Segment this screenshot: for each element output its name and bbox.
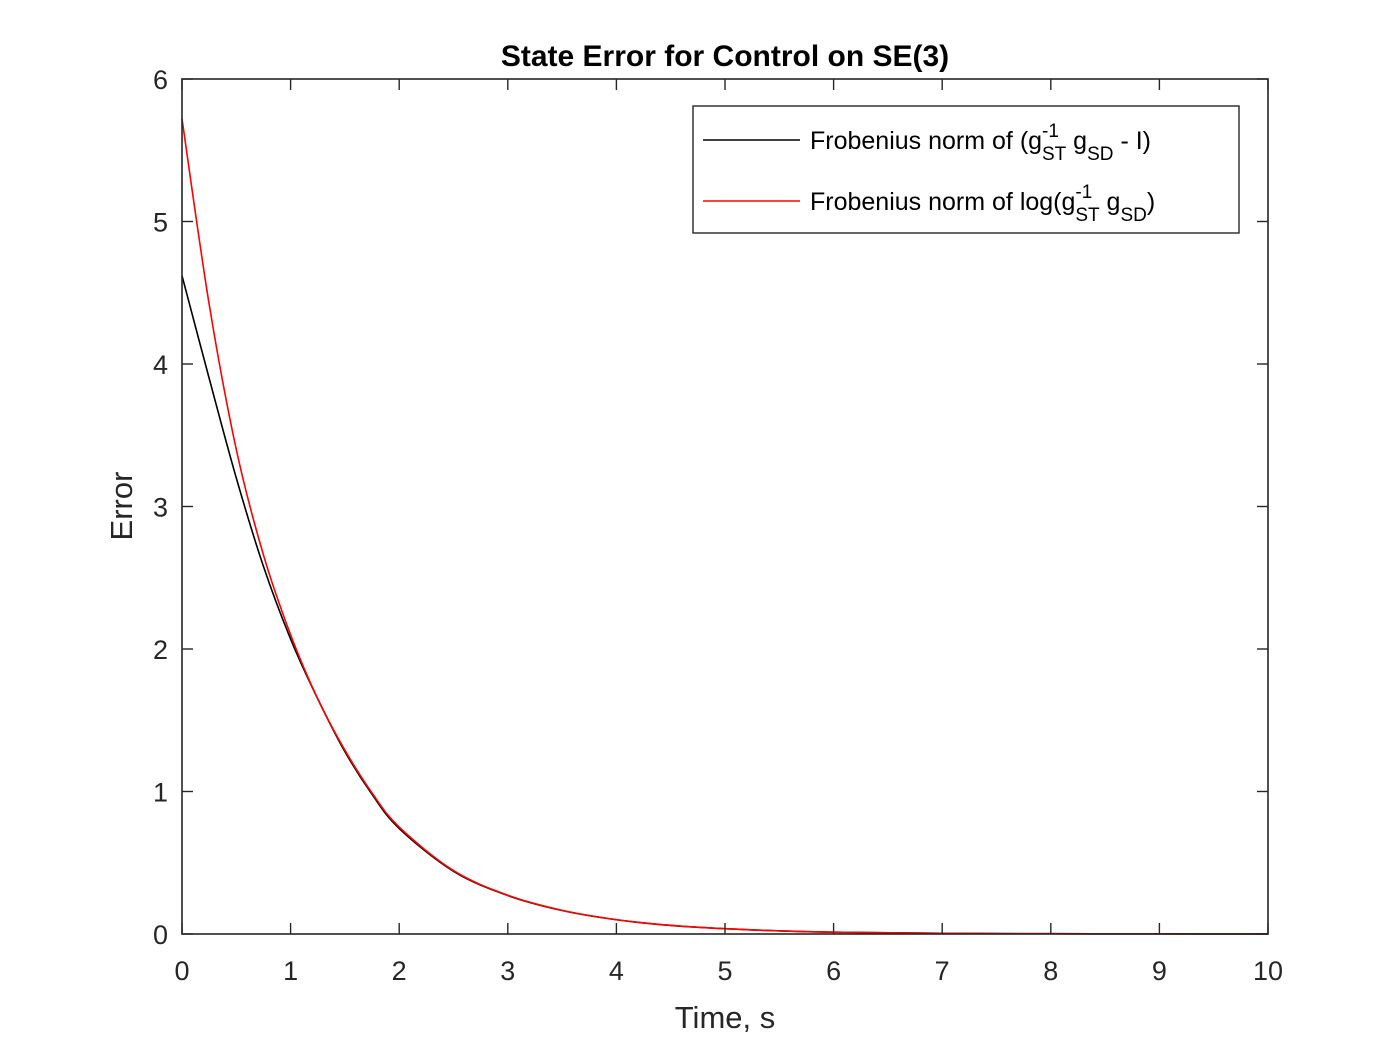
x-tick-label: 7: [935, 956, 950, 986]
x-tick-label: 3: [500, 956, 515, 986]
x-tick-label: 5: [717, 956, 732, 986]
y-tick-label: 4: [153, 350, 168, 380]
legend[interactable]: Frobenius norm of (g-1 ST gSD - I) Froben…: [692, 105, 1240, 234]
x-tick-label: 8: [1043, 956, 1058, 986]
x-tick-label: 9: [1152, 956, 1167, 986]
y-tick-label: 1: [153, 778, 168, 808]
y-tick-label: 6: [153, 65, 168, 95]
x-tick-label: 4: [609, 956, 624, 986]
x-tick-label: 2: [392, 956, 407, 986]
chart-title: State Error for Control on SE(3): [501, 40, 949, 73]
x-tick-label: 0: [174, 956, 189, 986]
legend-box: [692, 105, 1240, 234]
y-tick-label: 2: [153, 635, 168, 665]
y-axis-label: Error: [104, 472, 139, 541]
x-tick-label: 10: [1253, 956, 1283, 986]
x-tick-label: 6: [826, 956, 841, 986]
legend-label-series-2: Frobenius norm of log(g-1 ST gSD): [810, 182, 1155, 226]
x-axis-label: Time, s: [675, 1000, 775, 1035]
y-tick-label: 5: [153, 208, 168, 238]
y-tick-label: 3: [153, 493, 168, 523]
y-tick-label: 0: [153, 920, 168, 950]
x-tick-label: 1: [283, 956, 298, 986]
legend-label-series-1: Frobenius norm of (g-1 ST gSD - I): [810, 121, 1151, 165]
ticks-layer: 0 1 2 3 4 5 6 7 8 9 10 0 1 2 3 4 5 6: [153, 65, 1283, 986]
